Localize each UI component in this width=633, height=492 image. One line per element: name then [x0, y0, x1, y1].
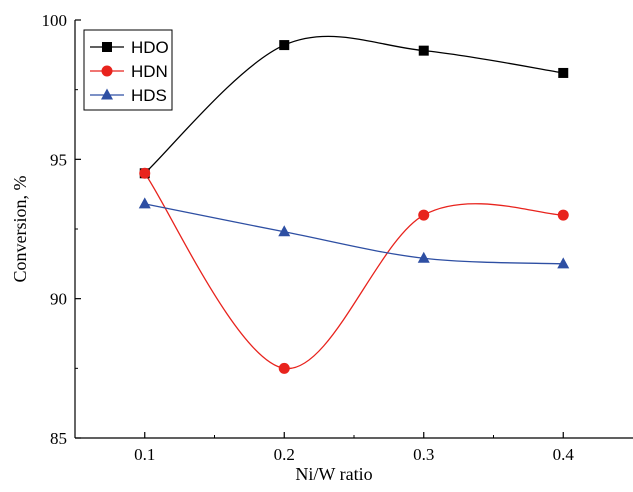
y-tick-label: 85 — [50, 429, 67, 448]
x-tick-label: 0.1 — [134, 445, 155, 464]
data-point-hdn — [139, 167, 151, 179]
y-axis-title: Conversion, % — [10, 176, 30, 283]
data-point-hdo — [558, 67, 569, 78]
y-tick-label: 95 — [50, 150, 67, 169]
data-point-hdo — [418, 45, 429, 56]
x-tick-label: 0.2 — [274, 445, 295, 464]
x-tick-label: 0.4 — [553, 445, 575, 464]
legend-label-hdo: HDO — [131, 38, 169, 57]
data-point-hdn — [278, 362, 290, 374]
data-point-hdn — [418, 209, 430, 221]
data-point-hds — [557, 257, 570, 269]
x-axis-title: Ni/W ratio — [295, 464, 372, 484]
data-point-hdn — [557, 209, 569, 221]
data-point-hdo — [279, 40, 290, 51]
legend-marker-hds — [101, 88, 113, 100]
legend-label-hds: HDS — [131, 86, 167, 105]
ticks: 0.1 0.2 0.3 0.4 85 90 95 100 — [42, 11, 575, 464]
data-point-hds — [138, 197, 151, 209]
series-markers — [138, 40, 570, 374]
y-tick-label: 100 — [42, 11, 68, 30]
x-tick-label: 0.3 — [413, 445, 434, 464]
series-line-hds — [144, 203, 564, 265]
data-point-hds — [278, 225, 291, 237]
y-tick-label: 90 — [50, 290, 67, 309]
data-point-hds — [417, 251, 430, 263]
legend-box — [83, 29, 173, 111]
series-line-hdo — [144, 35, 564, 174]
legend-label-hdn: HDN — [131, 62, 168, 81]
legend: HDO HDN HDS — [83, 29, 173, 111]
legend-marker-hdn — [101, 65, 113, 77]
series-curves — [144, 35, 564, 370]
legend-marker-hdo — [102, 42, 112, 52]
series-line-hdn — [144, 172, 564, 370]
